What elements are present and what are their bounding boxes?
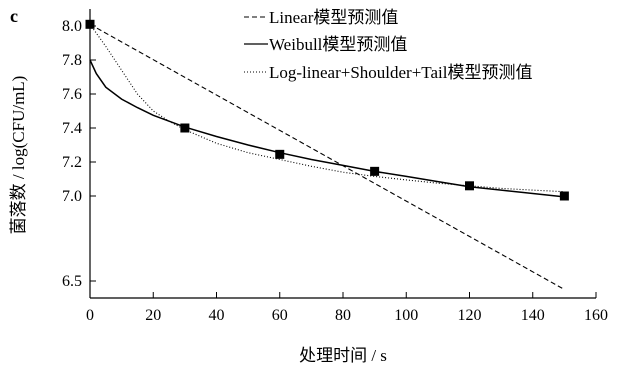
y-tick-label: 6.5 — [62, 273, 82, 290]
linear-series-line — [89, 23, 565, 290]
x-tick-label: 0 — [86, 307, 94, 324]
x-tick-label: 120 — [458, 307, 482, 324]
observed-point — [275, 149, 285, 159]
y-axis-title: 菌落数 / log(CFU/mL) — [9, 76, 28, 235]
observed-point — [85, 19, 95, 29]
legend: Linear模型预测值 Weibull模型预测值 Log-linear+Shou… — [244, 8, 533, 82]
observed-point — [559, 191, 569, 201]
x-axis-title: 处理时间 / s — [299, 346, 387, 365]
observed-markers — [85, 19, 569, 201]
x-tick-label: 80 — [335, 307, 351, 324]
x-tick-label: 100 — [394, 307, 418, 324]
y-tick-label: 7.6 — [62, 86, 82, 103]
legend-logshoulder-label: Log-linear+Shoulder+Tail模型预测值 — [269, 63, 533, 82]
legend-linear-label: Linear模型预测值 — [269, 8, 398, 27]
y-tick-label: 7.2 — [62, 154, 82, 171]
y-tick-label: 7.4 — [62, 120, 82, 137]
observed-point — [370, 166, 380, 176]
x-tick-label: 140 — [521, 307, 545, 324]
y-tick-label: 7.8 — [62, 52, 82, 69]
x-tick-label: 40 — [209, 307, 225, 324]
observed-point — [465, 181, 474, 191]
legend-weibull-label: Weibull模型预测值 — [269, 35, 407, 54]
observed-point — [180, 123, 190, 133]
panel-label: c — [10, 6, 18, 26]
y-tick-label: 8.0 — [62, 18, 82, 35]
ticks: 0 20 40 60 80 100 120 140 160 6.5 7.0 7.2 7.4 7.6 7.8 8… — [62, 18, 608, 324]
x-tick-label: 20 — [145, 307, 161, 324]
x-tick-label: 160 — [584, 307, 608, 324]
weibull-series-line — [89, 59, 565, 198]
y-tick-label: 7.0 — [62, 188, 82, 205]
x-tick-label: 60 — [272, 307, 288, 324]
